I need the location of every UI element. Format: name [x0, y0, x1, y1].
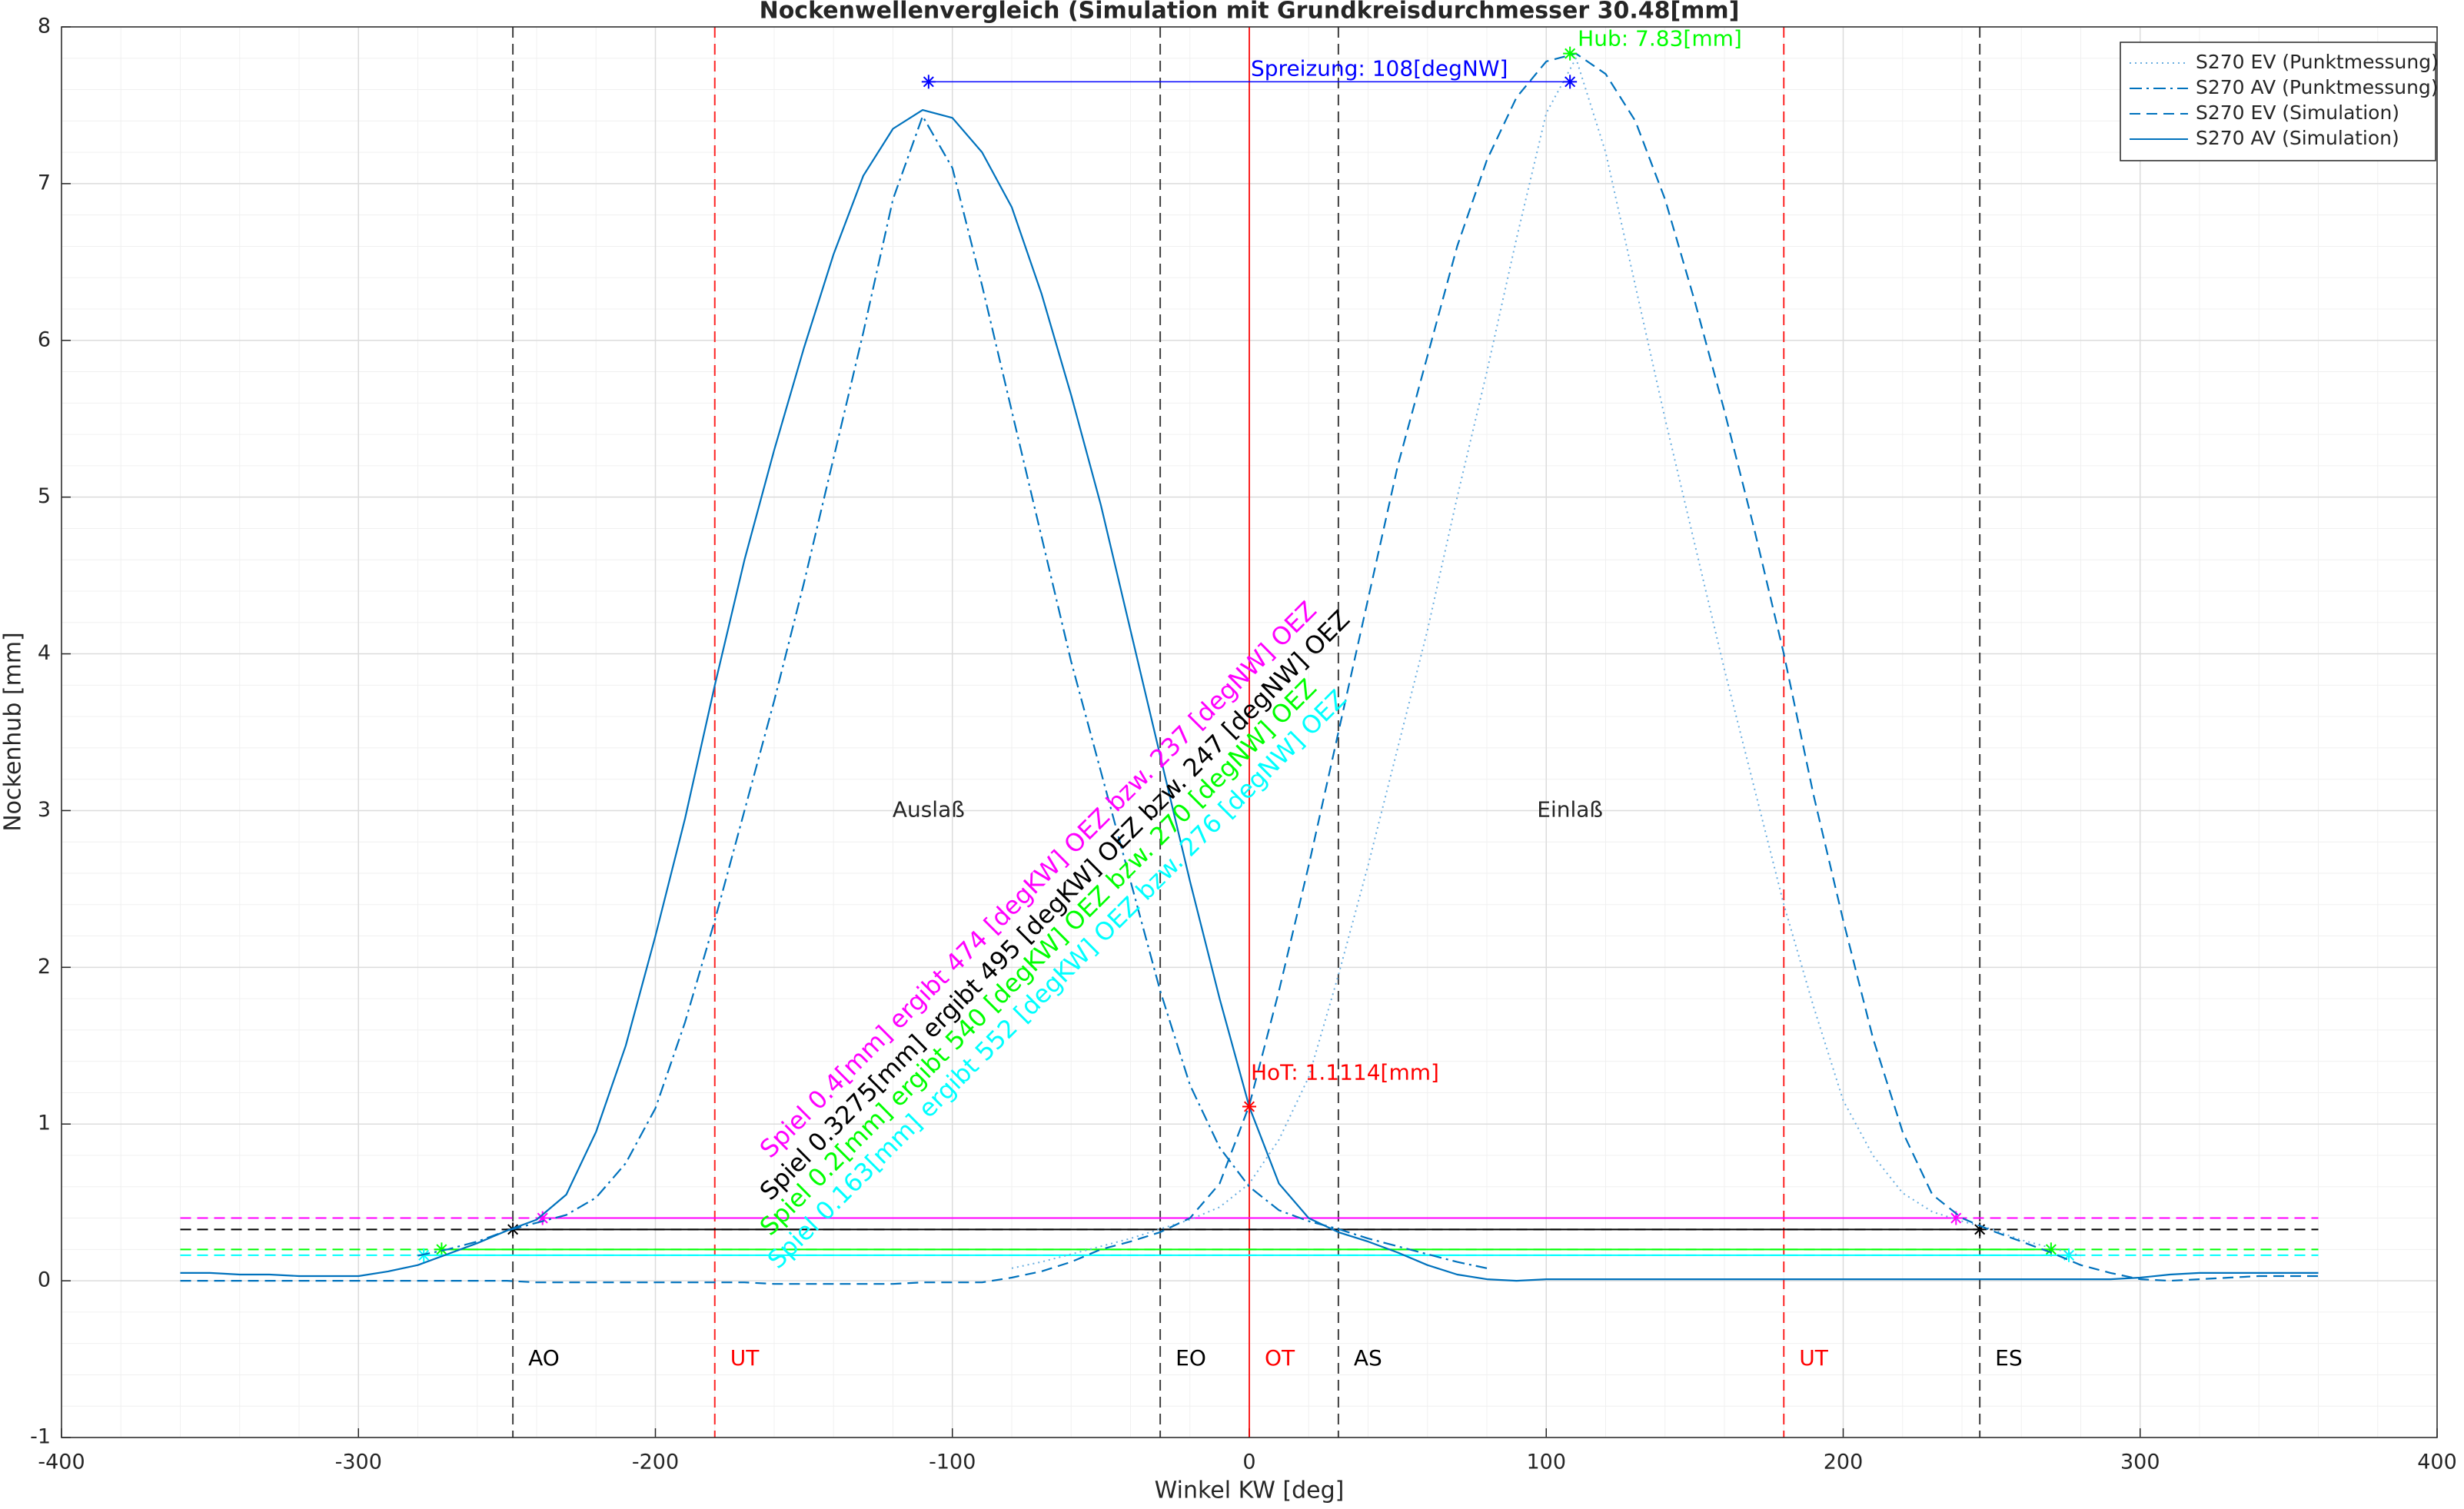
x-tick-label: 0 [1242, 1451, 1255, 1474]
y-tick-label: 6 [38, 327, 51, 351]
legend-label: S270 EV (Punktmessung) [2196, 51, 2439, 73]
y-tick-label: 1 [38, 1112, 51, 1135]
star-stroke [1950, 1212, 1962, 1224]
star-stroke [436, 1244, 447, 1255]
star-marker [921, 75, 936, 89]
chart-title: Nockenwellenvergleich (Simulation mit Gr… [760, 0, 1740, 25]
legend-label: S270 AV (Punktmessung) [2196, 76, 2439, 98]
axes-box [61, 26, 2438, 1438]
y-tick-label: 5 [38, 484, 51, 508]
y-tick-label: 0 [38, 1268, 51, 1292]
marker-label: EO [1175, 1345, 1206, 1371]
region-label: Auslaß [893, 796, 965, 822]
x-tick-label: -300 [335, 1451, 382, 1474]
marker-label: AS [1354, 1345, 1382, 1371]
marker-label: OT [1265, 1345, 1295, 1371]
region-label: Einlaß [1537, 796, 1603, 822]
x-tick-label: -200 [632, 1451, 679, 1474]
star-marker [1242, 1099, 1256, 1114]
y-axis-label: Nockenhub [mm] [0, 632, 27, 832]
star-stroke [1565, 76, 1576, 88]
hot-label: HoT: 1.1114[mm] [1251, 1060, 1439, 1085]
y-tick-label: -1 [30, 1425, 51, 1449]
marker-label: AO [528, 1345, 560, 1371]
y-tick-label: 2 [38, 955, 51, 979]
star-marker [1563, 46, 1578, 61]
star-marker [1563, 75, 1578, 89]
star-marker [2043, 1242, 2058, 1257]
x-tick-label: -100 [929, 1451, 976, 1474]
x-tick-label: 300 [2120, 1451, 2160, 1474]
y-tick-label: 3 [38, 798, 51, 822]
star-stroke [2045, 1244, 2057, 1255]
marker-label: ES [1995, 1345, 2022, 1371]
y-tick-label: 7 [38, 171, 51, 194]
legend-label: S270 EV (Simulation) [2196, 101, 2399, 124]
star-stroke [923, 76, 934, 88]
legend: S270 EV (Punktmessung) S270 AV (Punktmess… [2120, 42, 2439, 161]
y-tick-label: 4 [38, 641, 51, 665]
marker-label: UT [1799, 1345, 1828, 1371]
legend-label: S270 AV (Simulation) [2196, 127, 2399, 149]
legend-box [2120, 42, 2436, 161]
x-tick-label: 100 [1526, 1451, 1566, 1474]
series-line [180, 52, 2319, 1285]
x-tick-label: 400 [2417, 1451, 2457, 1474]
y-tick-label: 8 [38, 15, 51, 38]
marker-label: UT [730, 1345, 760, 1371]
star-stroke [1243, 1101, 1255, 1112]
x-tick-label: 200 [1824, 1451, 1864, 1474]
x-tick-label: -400 [38, 1451, 85, 1474]
star-stroke [1565, 48, 1576, 59]
spreizung-label: Spreizung: 108[degNW] [1251, 55, 1508, 81]
x-axis-label: Winkel KW [deg] [1155, 1477, 1345, 1504]
hub-label: Hub: 7.83[mm] [1578, 26, 1742, 52]
series-line [417, 115, 1488, 1269]
